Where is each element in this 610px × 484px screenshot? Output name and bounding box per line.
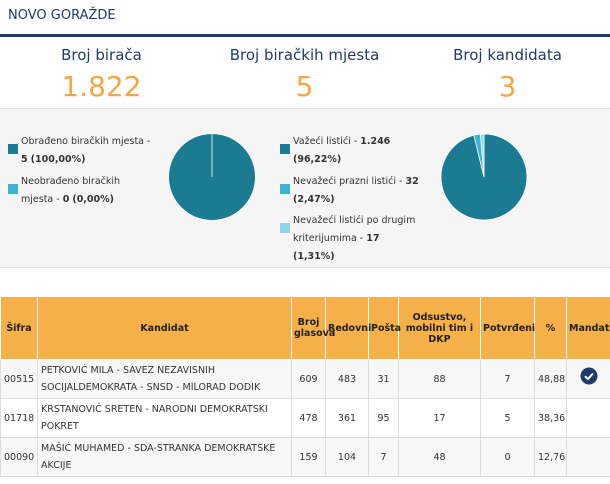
legend-label: Važeći listići - bbox=[293, 136, 361, 147]
column-header: % bbox=[534, 296, 567, 360]
table-cell: 01718 bbox=[0, 398, 38, 438]
legend-percent: (1,31%) bbox=[293, 251, 335, 262]
table-cell: 88 bbox=[398, 359, 481, 399]
table-cell: 104 bbox=[325, 437, 369, 477]
legend-count: 1.246 bbox=[360, 136, 391, 147]
table-cell: 00515 bbox=[0, 359, 38, 399]
icon-circle bbox=[580, 367, 597, 385]
table-cell: 31 bbox=[368, 359, 399, 399]
column-header: Potvrđeni bbox=[480, 296, 535, 360]
column-header: Odsustvo, mobilni tim i DKP bbox=[398, 296, 481, 360]
legend-item: Nevažeći listići po drugim kriterijumima… bbox=[280, 212, 423, 266]
table-cell: PETKOVIĆ MILA - SAVEZ NEZAVISNIH SOCIJAL… bbox=[37, 359, 292, 399]
legend-text: Nevažeći prazni listići - 32 (2,47%) bbox=[293, 173, 423, 209]
table-cell: 5 bbox=[480, 398, 535, 438]
column-header: Mandat bbox=[566, 296, 610, 360]
legend-item: Nevažeći prazni listići - 32 (2,47%) bbox=[280, 173, 423, 209]
table-cell: 00090 bbox=[0, 437, 38, 477]
table-body: 00515 PETKOVIĆ MILA - SAVEZ NEZAVISNIH SO… bbox=[0, 359, 610, 477]
legend-text: Važeći listići - 1.246 (96,22%) bbox=[293, 133, 423, 169]
legend-text: Obrađeno biračkih mjesta - 5 (100,00%) bbox=[21, 133, 151, 169]
legend-label: Neobrađeno biračkih mjesta - bbox=[21, 176, 121, 205]
column-header: Broj glasova bbox=[291, 296, 335, 360]
table-row: 00090 MAŠIĆ MUHAMED - SDA-STRANKA DEMOKRA… bbox=[0, 437, 610, 477]
column-header: Kandidat bbox=[37, 296, 292, 360]
column-header: Šifra bbox=[0, 296, 38, 360]
legend-count: 0 bbox=[62, 194, 70, 205]
table-cell: 48,88 bbox=[534, 359, 567, 399]
mandat-cell bbox=[566, 437, 610, 477]
pie-chart bbox=[169, 134, 255, 220]
legend-swatch bbox=[280, 144, 290, 154]
mandat-icon bbox=[580, 367, 597, 385]
table-cell: 7 bbox=[368, 437, 399, 477]
table-cell: 17 bbox=[398, 398, 481, 438]
legend-count: 17 bbox=[366, 233, 380, 244]
legend-text: Nevažeći listići po drugim kriterijumima… bbox=[293, 212, 423, 266]
legend-swatch bbox=[280, 184, 290, 194]
legend-count: 32 bbox=[405, 176, 419, 187]
legend-item: Važeći listići - 1.246 (96,22%) bbox=[280, 133, 423, 169]
pie-panel: Obrađeno biračkih mjesta - 5 (100,00%) Ne… bbox=[0, 108, 610, 268]
stat-value: 1.822 bbox=[61, 70, 142, 103]
stat: Broj kandidata 3 bbox=[406, 46, 609, 103]
table-cell: 7 bbox=[480, 359, 535, 399]
table-cell: 95 bbox=[368, 398, 399, 438]
legend-swatch bbox=[280, 223, 290, 233]
column-header: Pošta bbox=[368, 296, 401, 360]
title-rule bbox=[0, 34, 610, 37]
legend-percent: (96,22%) bbox=[293, 154, 342, 165]
icon-check bbox=[583, 372, 594, 381]
table-cell: 361 bbox=[325, 398, 369, 438]
table-cell: 483 bbox=[325, 359, 369, 399]
legend-percent: (2,47%) bbox=[293, 194, 335, 205]
legend-item: Neobrađeno biračkih mjesta - 0 (0,00%) bbox=[8, 173, 151, 209]
mandat-cell bbox=[566, 359, 610, 399]
stat-value: 5 bbox=[295, 70, 314, 103]
stat-label: Broj biračkih mjesta bbox=[229, 46, 380, 64]
legend-item: Obrađeno biračkih mjesta - 5 (100,00%) bbox=[8, 133, 151, 169]
pie-slice bbox=[480, 133, 485, 178]
legend-percent: (100,00%) bbox=[30, 154, 86, 165]
table-cell: 478 bbox=[291, 398, 326, 438]
legend-swatch bbox=[8, 144, 18, 154]
stat-label: Broj kandidata bbox=[453, 46, 562, 64]
table-cell: KRSTANOVIĆ SRETEN - NARODNI DEMOKRATSKI … bbox=[37, 398, 292, 438]
mandat-cell bbox=[566, 398, 610, 438]
page-title: NOVO GORAŽDE bbox=[8, 8, 116, 23]
table-row: 00515 PETKOVIĆ MILA - SAVEZ NEZAVISNIH SO… bbox=[0, 359, 610, 399]
legend-label: Obrađeno biračkih mjesta - bbox=[21, 136, 151, 147]
stat-label: Broj birača bbox=[61, 46, 142, 64]
stat: Broj biračkih mjesta 5 bbox=[203, 46, 406, 103]
header-row: Šifra Kandidat Broj glasova Redovni Pošta Ods… bbox=[0, 296, 610, 360]
column-header: Redovni bbox=[325, 296, 371, 360]
legend-swatch bbox=[8, 184, 18, 194]
table-cell: 159 bbox=[291, 437, 326, 477]
table-cell: 12,76 bbox=[534, 437, 567, 477]
stat: Broj birača 1.822 bbox=[0, 46, 203, 103]
pie-chart bbox=[440, 133, 528, 221]
legend-text: Neobrađeno biračkih mjesta - 0 (0,00%) bbox=[21, 173, 151, 209]
legend-label: Nevažeći listići po drugim kriterijumima… bbox=[293, 215, 416, 244]
table-cell: 0 bbox=[480, 437, 535, 477]
results-table: Šifra Kandidat Broj glasova Redovni Pošta Ods… bbox=[0, 296, 610, 477]
legend-percent: (0,00%) bbox=[72, 194, 115, 205]
legend-count: 5 bbox=[21, 154, 28, 165]
table-cell: 48 bbox=[398, 437, 481, 477]
table-cell: MAŠIĆ MUHAMED - SDA-STRANKA DEMOKRATSKE … bbox=[37, 437, 292, 477]
table-cell: 38,36 bbox=[534, 398, 567, 438]
stat-value: 3 bbox=[498, 70, 517, 103]
table-cell: 609 bbox=[291, 359, 326, 399]
table-row: 01718 KRSTANOVIĆ SRETEN - NARODNI DEMOKRA… bbox=[0, 398, 610, 438]
legend-label: Nevažeći prazni listići - bbox=[293, 176, 406, 187]
